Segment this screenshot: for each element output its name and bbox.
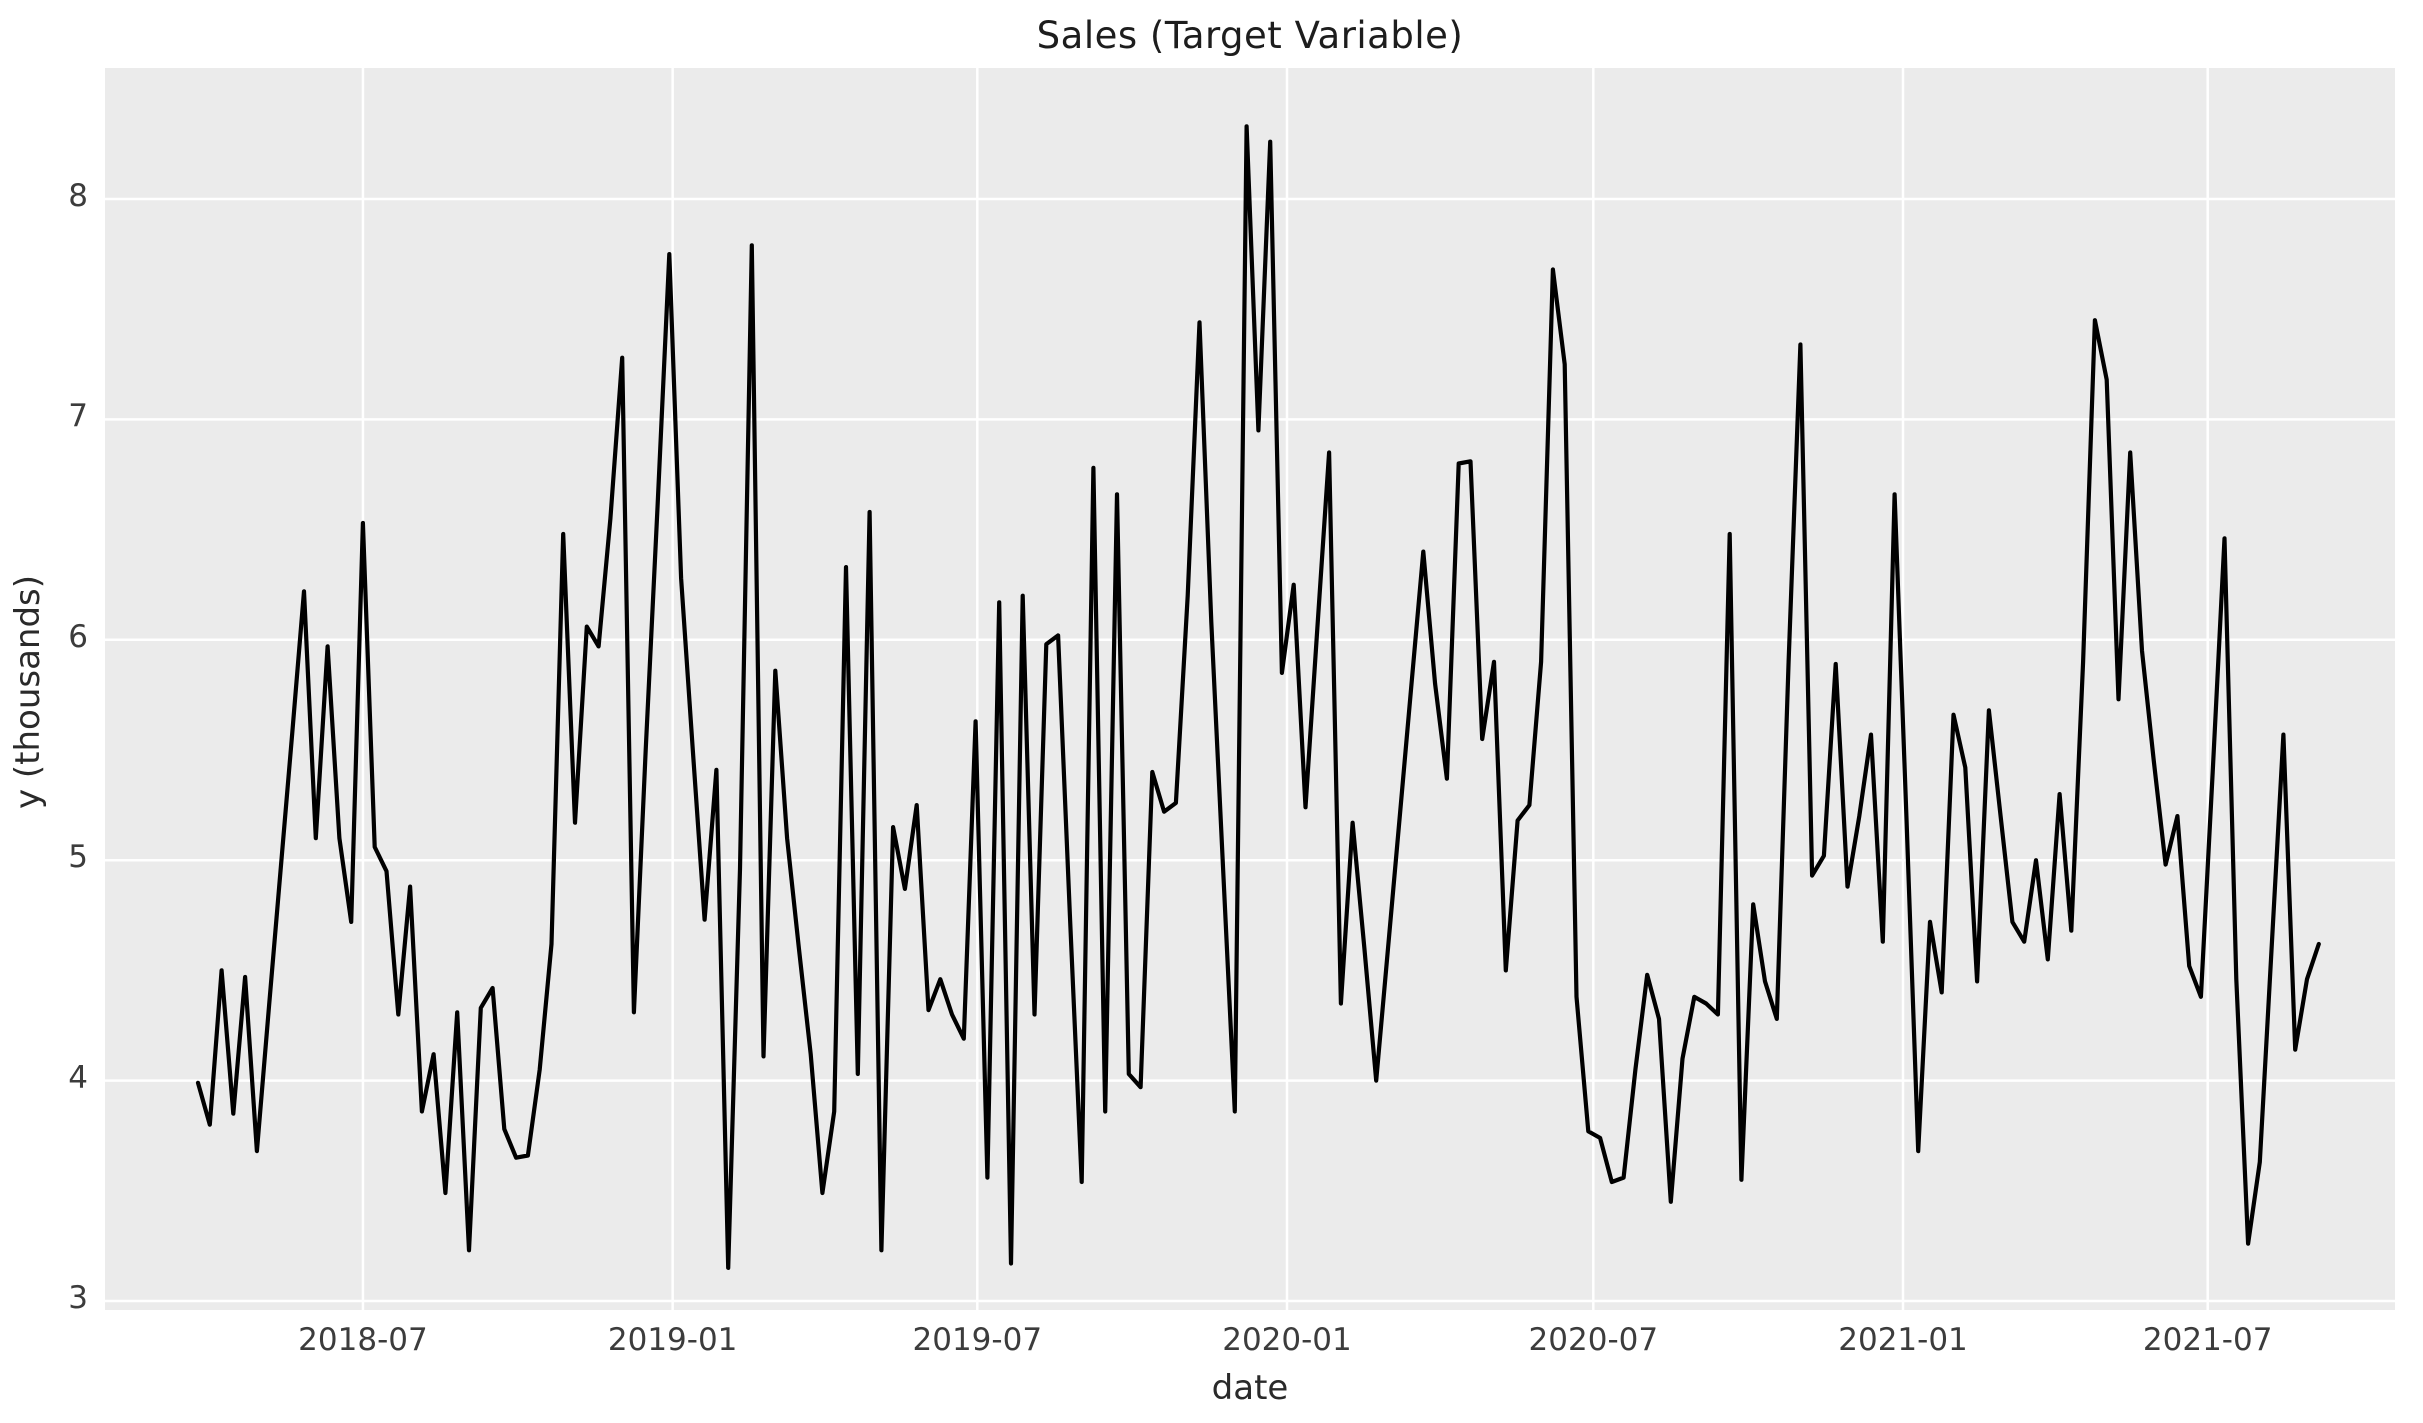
y-tick-label: 6	[68, 618, 88, 655]
y-tick-label: 4	[68, 1059, 88, 1096]
sales-line	[195, 124, 2321, 1271]
y-tick-label: 3	[68, 1280, 88, 1316]
x-tick-label: 2021-07	[2142, 1322, 2273, 1358]
x-tick-label: 2019-07	[912, 1322, 1043, 1358]
x-tick-label: 2019-01	[607, 1322, 738, 1358]
x-tick-label: 2018-07	[298, 1322, 428, 1358]
y-tick-label: 7	[68, 398, 88, 435]
y-tick-label: 5	[68, 839, 88, 876]
x-tick-label: 2020-01	[1222, 1322, 1352, 1358]
x-tick-label: 2021-01	[1838, 1322, 1968, 1358]
y-tick-label: 8	[68, 178, 88, 214]
plot-area	[105, 68, 2395, 1310]
chart-title: Sales (Target Variable)	[1036, 14, 1464, 57]
x-tick-label: 2020-07	[1528, 1322, 1659, 1358]
x-axis-label: date	[1211, 1368, 1289, 1408]
